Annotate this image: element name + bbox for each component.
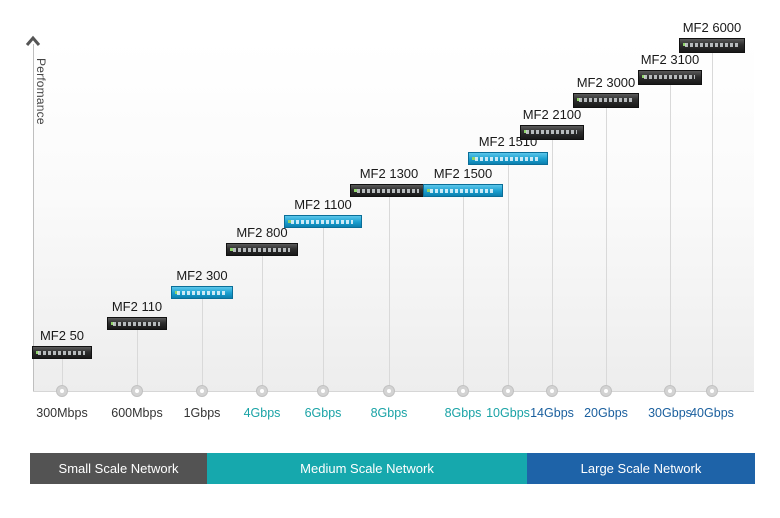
model-label-mf2-300: MF2 300 (176, 268, 228, 283)
stem-mf2-800 (262, 255, 263, 391)
marker-mf2-1510 (502, 385, 514, 397)
model-label-mf2-1500: MF2 1500 (433, 166, 493, 181)
marker-mf2-2100 (546, 385, 558, 397)
throughput-label-mf2-1100: 6Gbps (304, 406, 342, 420)
device-image-mf2-3100 (638, 70, 702, 85)
band-large-scale-network: Large Scale Network (527, 453, 755, 484)
device-image-mf2-1510 (468, 152, 548, 165)
device-image-mf2-1100 (284, 215, 362, 228)
throughput-label-mf2-50: 300Mbps (36, 406, 88, 420)
model-label-mf2-50: MF2 50 (39, 328, 85, 343)
device-image-mf2-6000 (679, 38, 745, 53)
model-label-mf2-110: MF2 110 (111, 299, 163, 314)
throughput-label-mf2-1500: 8Gbps (444, 406, 482, 420)
device-image-mf2-3000 (573, 93, 639, 108)
band-medium-scale-network: Medium Scale Network (207, 453, 527, 484)
device-image-mf2-50 (32, 346, 92, 359)
throughput-label-mf2-6000: 40Gbps (690, 406, 734, 420)
device-image-mf2-300 (171, 286, 233, 299)
throughput-label-mf2-110: 600Mbps (111, 406, 163, 420)
throughput-label-mf2-300: 1Gbps (183, 406, 221, 420)
model-label-mf2-3100: MF2 3100 (640, 52, 700, 67)
stem-mf2-3100 (670, 82, 671, 391)
marker-mf2-300 (196, 385, 208, 397)
marker-mf2-1300 (383, 385, 395, 397)
stem-mf2-1510 (508, 164, 509, 391)
marker-mf2-3100 (664, 385, 676, 397)
stem-mf2-50 (62, 358, 63, 391)
marker-mf2-800 (256, 385, 268, 397)
marker-mf2-1100 (317, 385, 329, 397)
model-label-mf2-6000: MF2 6000 (682, 20, 742, 35)
throughput-label-mf2-3000: 20Gbps (584, 406, 628, 420)
stem-mf2-3000 (606, 105, 607, 391)
throughput-label-mf2-2100: 14Gbps (530, 406, 574, 420)
stem-mf2-110 (137, 329, 138, 391)
device-image-mf2-2100 (520, 125, 584, 140)
throughput-label-mf2-800: 4Gbps (243, 406, 281, 420)
marker-mf2-110 (131, 385, 143, 397)
device-image-mf2-1300 (350, 184, 428, 197)
axis-arrow-up-icon (25, 35, 41, 46)
stem-mf2-6000 (712, 50, 713, 391)
y-axis-line (33, 44, 34, 392)
band-small-scale-network: Small Scale Network (30, 453, 207, 484)
marker-mf2-50 (56, 385, 68, 397)
stem-mf2-300 (202, 298, 203, 391)
model-label-mf2-3000: MF2 3000 (576, 75, 636, 90)
marker-mf2-6000 (706, 385, 718, 397)
model-label-mf2-2100: MF2 2100 (522, 107, 582, 122)
marker-mf2-1500 (457, 385, 469, 397)
stem-mf2-1100 (323, 227, 324, 391)
model-label-mf2-1100: MF2 1100 (294, 197, 352, 212)
stem-mf2-1500 (463, 196, 464, 391)
stem-mf2-1300 (389, 196, 390, 391)
model-label-mf2-1300: MF2 1300 (359, 166, 419, 181)
stem-mf2-2100 (552, 137, 553, 391)
throughput-label-mf2-1300: 8Gbps (370, 406, 408, 420)
device-image-mf2-1500 (423, 184, 503, 197)
device-image-mf2-110 (107, 317, 167, 330)
throughput-label-mf2-1510: 10Gbps (486, 406, 530, 420)
marker-mf2-3000 (600, 385, 612, 397)
model-label-mf2-800: MF2 800 (236, 225, 288, 240)
throughput-label-mf2-3100: 30Gbps (648, 406, 692, 420)
device-image-mf2-800 (226, 243, 298, 256)
chart-background (34, 40, 754, 392)
y-axis-label: Perfomance (34, 58, 48, 125)
